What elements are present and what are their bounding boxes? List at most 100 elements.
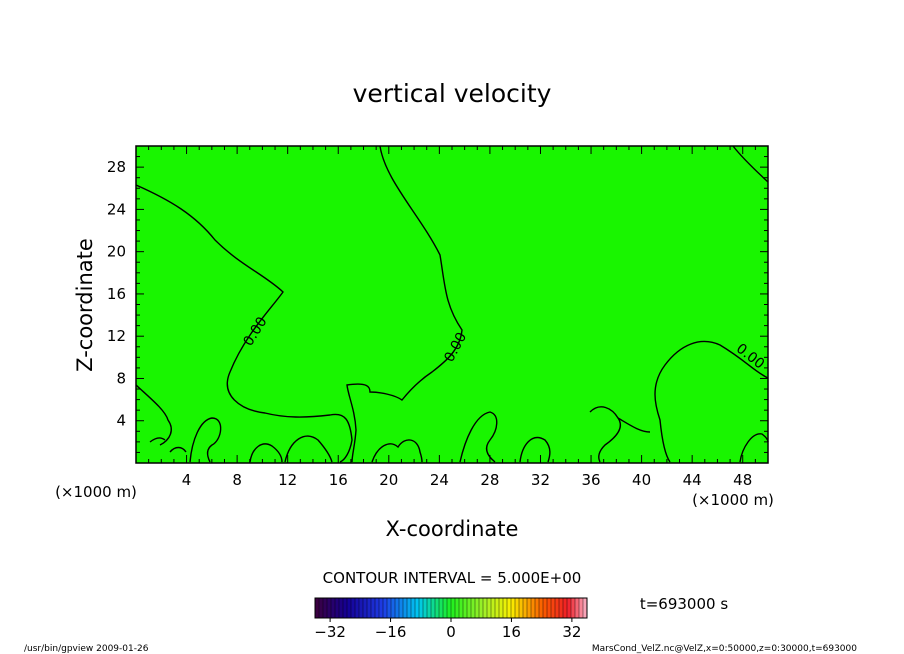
colorbar-swatch [495,598,500,618]
time-text: t=693000 s [640,595,728,613]
y-axis-label: Z-coordinate [73,238,97,372]
colorbar-swatch [527,598,532,618]
contour-line-left [135,184,353,463]
colorbar-swatch [415,598,420,618]
contour-line-blob-4 [371,439,423,463]
contour-line-far-left [135,384,172,446]
x-tick-label: 8 [232,471,242,489]
y-tick-label: 4 [116,412,126,430]
x-unit-label-left: (×1000 m) [55,483,137,501]
y-tick-label: 16 [107,285,126,303]
colorbar-swatch [331,598,336,618]
plot-area [136,146,768,463]
colorbar-swatch [383,598,388,618]
colorbar-swatch [455,598,460,618]
x-unit-label-right: (×1000 m) [692,491,774,509]
colorbar-swatch [335,598,340,618]
x-axis: 4 8 12 16 20 24 28 32 36 40 44 48 [135,146,769,489]
x-tick-label: 36 [581,471,600,489]
colorbar-swatch [515,598,520,618]
colorbar-swatch [399,598,404,618]
colorbar-tick-label: −32 [314,623,346,641]
colorbar-swatch [479,598,484,618]
colorbar-swatch [315,598,320,618]
colorbar-swatch [355,598,360,618]
colorbar-swatch [555,598,560,618]
colorbar-swatch [491,598,496,618]
x-tick-label: 4 [182,471,192,489]
x-tick-label: 44 [683,471,702,489]
colorbar-swatch [443,598,448,618]
colorbar-swatch [375,598,380,618]
colorbar-swatch [471,598,476,618]
colorbar-swatch [343,598,348,618]
contour-line-blob-10 [149,437,187,453]
x-tick-label: 40 [632,471,651,489]
colorbar-swatch [583,598,588,618]
colorbar-swatch [519,598,524,618]
y-tick-label: 12 [107,327,126,345]
colorbar-swatch [367,598,372,618]
colorbar-swatch [423,598,428,618]
colorbar-swatch [411,598,416,618]
colorbar-swatch [547,598,552,618]
colorbar-swatch [503,598,508,618]
colorbar-swatch [323,598,328,618]
colorbar-tick-label: 32 [562,623,581,641]
chart-title: vertical velocity [353,79,552,108]
footer-left: /usr/bin/gpview 2009-01-26 [24,644,149,654]
colorbar-swatch [395,598,400,618]
contour-line-middle [346,145,463,463]
colorbar-swatch [403,598,408,618]
colorbar-swatch [363,598,368,618]
x-tick-label: 20 [379,471,398,489]
colorbar-swatch [371,598,376,618]
contour-line-blob-2 [249,443,283,463]
colorbar-swatch [407,598,412,618]
contour-line-blob-1 [189,417,222,463]
colorbar-swatch [571,598,576,618]
contour-interval-text: CONTOUR INTERVAL = 5.000E+00 [323,569,582,587]
x-tick-label: 24 [430,471,449,489]
colorbar-swatch [347,598,352,618]
x-tick-label: 12 [278,471,297,489]
colorbar-swatch [327,598,332,618]
x-tick-label: 32 [531,471,550,489]
colorbar-swatch [379,598,384,618]
colorbar-swatch [539,598,544,618]
colorbar-ticks: −32 −16 0 16 32 [314,618,581,641]
contour-line-blob-8 [617,417,651,433]
y-tick-label: 20 [107,243,126,261]
x-tick-label: 48 [733,471,752,489]
colorbar-swatch [499,598,504,618]
colorbar-swatch [387,598,392,618]
colorbar-swatch [459,598,464,618]
y-axis: 4 8 12 16 20 24 28 [107,145,768,464]
colorbar-swatch [523,598,528,618]
colorbar-swatch [427,598,432,618]
colorbar [314,597,588,619]
colorbar-swatch [439,598,444,618]
colorbar-swatch [431,598,436,618]
contour-line-blob-5 [459,411,498,463]
colorbar-swatch [535,598,540,618]
colorbar-swatch [359,598,364,618]
colorbar-swatch [351,598,356,618]
colorbar-swatch [451,598,456,618]
contour-line-blob-6 [519,436,551,463]
colorbar-swatch [339,598,344,618]
colorbar-swatch [419,598,424,618]
colorbar-swatch [463,598,468,618]
colorbar-swatch [511,598,516,618]
colorbar-swatch [447,598,452,618]
colorbar-swatch [563,598,568,618]
colorbar-swatch [551,598,556,618]
x-axis-label: X-coordinate [386,517,519,541]
colorbar-swatch [391,598,396,618]
colorbar-swatch [567,598,572,618]
colorbar-swatch [507,598,512,618]
contour-line-right [732,145,769,183]
y-tick-label: 24 [107,200,126,218]
contour-line-blob-3 [284,435,333,463]
